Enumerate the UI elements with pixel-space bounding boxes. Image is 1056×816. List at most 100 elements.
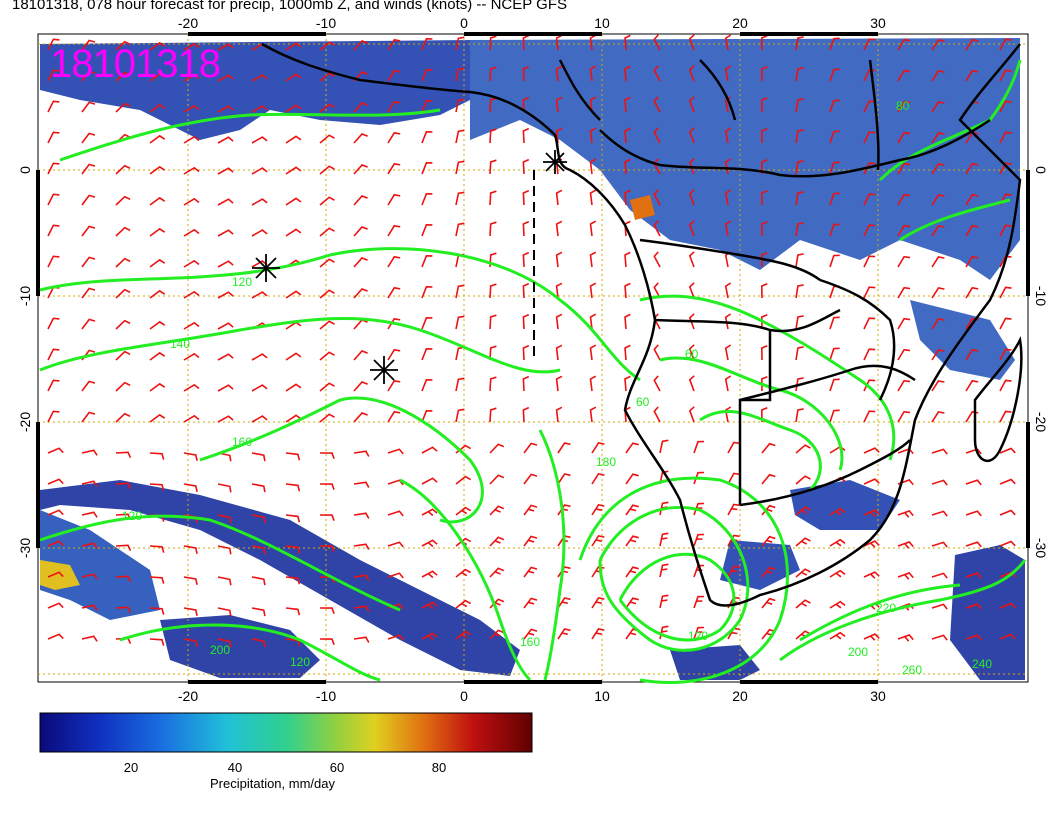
- wind-barb: [897, 348, 911, 361]
- wind-barb: [489, 35, 497, 51]
- wind-barb: [589, 158, 597, 175]
- wind-barb: [688, 375, 695, 392]
- wind-barb: [81, 635, 98, 642]
- wind-barb: [183, 197, 200, 206]
- wind-barb: [183, 166, 200, 175]
- wind-barb: [965, 541, 982, 548]
- wind-barb: [688, 34, 695, 51]
- wind-barb: [795, 315, 804, 330]
- wind-barb: [589, 189, 597, 206]
- wind-barb: [183, 576, 198, 585]
- wind-barb: [999, 317, 1012, 330]
- wind-barb: [149, 72, 166, 82]
- wind-barb: [489, 221, 497, 237]
- wind-barb: [183, 352, 200, 361]
- wind-barb: [81, 101, 96, 113]
- wind-barb: [489, 314, 497, 330]
- wind-barb: [555, 189, 563, 206]
- wind-barb: [965, 379, 979, 392]
- wind-barb: [421, 37, 433, 51]
- wind-barb: [688, 65, 695, 82]
- colorbar: [39, 712, 533, 753]
- wind-barb: [999, 633, 1016, 640]
- coastlines-and-borders: [261, 42, 1023, 607]
- wind-barb: [81, 256, 96, 268]
- wind-barb: [625, 442, 639, 454]
- contour-label: 120: [232, 275, 252, 289]
- wind-barb: [149, 413, 166, 423]
- wind-barb: [285, 197, 302, 206]
- wind-barb: [999, 447, 1016, 454]
- wind-barb: [489, 598, 505, 609]
- wind-barb: [931, 318, 945, 330]
- wind-barb: [624, 344, 631, 361]
- wind-barb: [455, 160, 465, 175]
- wind-barb: [724, 189, 732, 206]
- wind-barb: [489, 474, 505, 485]
- wind-barb: [183, 104, 200, 113]
- wind-barb: [999, 131, 1012, 144]
- wind-barb: [421, 316, 433, 330]
- wind-barb: [421, 632, 438, 641]
- wind-barb: [931, 163, 945, 175]
- wind-barb: [217, 291, 234, 299]
- wind-barb: [555, 344, 563, 361]
- wind-barb: [724, 344, 732, 361]
- country-border: [819, 278, 896, 401]
- wind-barb: [693, 533, 705, 547]
- wind-barb: [455, 315, 465, 330]
- wind-barb: [523, 628, 538, 640]
- wind-barb: [81, 480, 98, 487]
- wind-barb: [285, 42, 302, 51]
- wind-barb: [624, 34, 631, 51]
- wind-barb: [999, 602, 1016, 609]
- wind-barb: [319, 165, 335, 175]
- wind-barb: [489, 629, 505, 640]
- wind-barb: [724, 65, 732, 82]
- wind-barb: [589, 313, 597, 330]
- wind-barb: [688, 313, 695, 330]
- wind-barb: [455, 377, 465, 392]
- wind-barb: [863, 224, 876, 237]
- contour-line: [199, 396, 484, 524]
- wind-barb: [47, 348, 60, 361]
- wind-barb: [183, 42, 200, 51]
- wind-barb: [897, 541, 914, 549]
- wind-barb: [217, 74, 234, 82]
- precip-area-southwest: [40, 510, 160, 620]
- wind-barb: [47, 633, 64, 640]
- wind-barb: [81, 287, 96, 299]
- wind-barb: [47, 447, 64, 454]
- wind-barb: [421, 192, 433, 206]
- wind-barb: [999, 286, 1012, 299]
- wind-barb: [999, 509, 1016, 516]
- wind-barb: [455, 408, 465, 423]
- wind-barb: [47, 509, 64, 516]
- wind-barb: [999, 100, 1012, 113]
- colorbar-tick: 20: [124, 760, 138, 775]
- wind-barb: [319, 72, 335, 82]
- wind-barb: [965, 224, 979, 237]
- wind-barb: [455, 36, 465, 51]
- wind-barb: [115, 451, 132, 459]
- wind-barb: [653, 189, 661, 206]
- wind-barb: [760, 375, 768, 392]
- precip-area-cape: [670, 645, 760, 680]
- wind-barb: [455, 222, 465, 237]
- contour-label: 180: [596, 455, 616, 469]
- wind-barb: [149, 483, 165, 491]
- wind-barb: [251, 545, 266, 555]
- wind-barb: [251, 607, 266, 617]
- wind-barb: [624, 313, 631, 330]
- wind-barb: [489, 190, 497, 206]
- wind-barb: [387, 317, 401, 330]
- wind-barb: [81, 573, 98, 580]
- wind-barb: [863, 38, 876, 51]
- contour-line: [598, 505, 750, 652]
- contour-label: 80: [896, 99, 910, 113]
- wind-barb: [999, 162, 1012, 175]
- wind-barb: [829, 68, 840, 82]
- lon-tick-top: 10: [594, 15, 610, 31]
- wind-barb: [863, 193, 876, 206]
